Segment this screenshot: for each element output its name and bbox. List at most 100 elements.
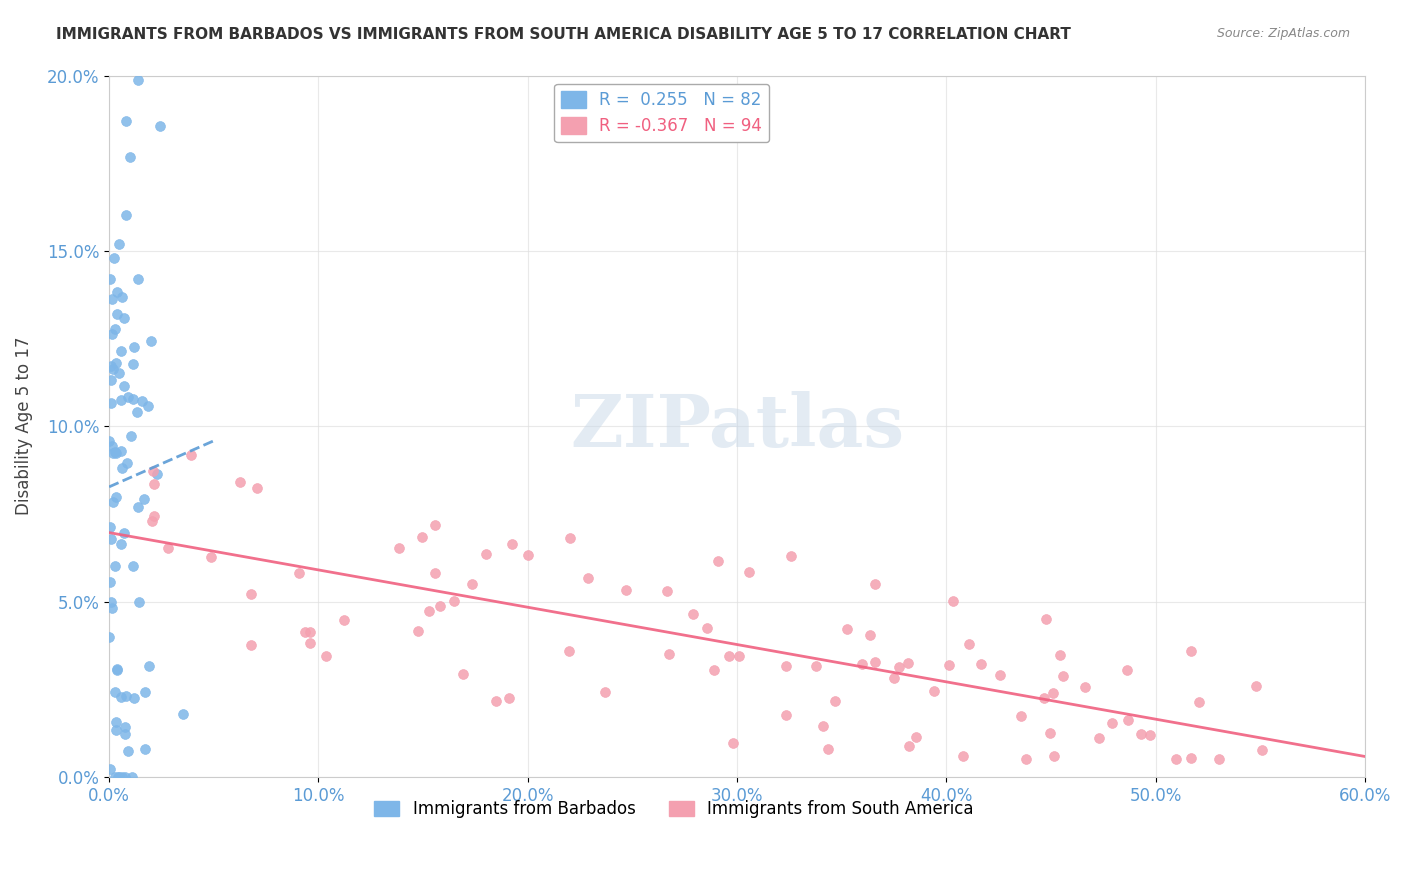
Point — [516, 549, 538, 563]
Point — [1139, 728, 1161, 742]
Point — [98, 575, 121, 590]
Point — [970, 657, 993, 671]
Point — [111, 291, 134, 305]
Point — [1116, 714, 1139, 728]
Point — [1052, 669, 1074, 683]
Point — [904, 730, 927, 744]
Legend: Immigrants from Barbados, Immigrants from South America: Immigrants from Barbados, Immigrants fro… — [368, 793, 980, 824]
Point — [136, 400, 159, 414]
Point — [1116, 663, 1139, 677]
Point — [105, 356, 128, 370]
Point — [461, 577, 484, 591]
Point — [110, 690, 132, 705]
Point — [117, 744, 139, 758]
Point — [1244, 680, 1267, 694]
Point — [922, 684, 945, 698]
Point — [1049, 648, 1071, 662]
Point — [104, 684, 127, 698]
Point — [883, 671, 905, 685]
Point — [721, 736, 744, 750]
Point — [105, 662, 128, 676]
Point — [682, 607, 704, 622]
Point — [288, 566, 311, 580]
Point — [180, 449, 202, 463]
Point — [100, 396, 122, 410]
Point — [418, 604, 440, 618]
Point — [100, 595, 122, 609]
Point — [429, 599, 451, 614]
Point — [727, 649, 749, 664]
Point — [865, 655, 887, 669]
Point — [107, 236, 129, 251]
Point — [229, 475, 252, 489]
Point — [146, 467, 169, 482]
Point — [558, 644, 581, 658]
Point — [114, 720, 136, 734]
Point — [143, 477, 166, 491]
Point — [100, 601, 122, 615]
Point — [423, 518, 446, 533]
Point — [655, 584, 678, 599]
Point — [114, 770, 136, 784]
Point — [453, 666, 475, 681]
Point — [142, 508, 165, 523]
Point — [702, 663, 724, 677]
Point — [859, 628, 882, 642]
Point — [114, 208, 136, 222]
Point — [315, 649, 337, 664]
Point — [717, 649, 740, 664]
Point — [104, 322, 127, 336]
Point — [101, 439, 124, 453]
Point — [475, 547, 498, 561]
Point — [127, 39, 149, 54]
Point — [104, 559, 127, 574]
Point — [139, 334, 162, 348]
Point — [425, 566, 447, 580]
Point — [1164, 752, 1187, 766]
Point — [593, 684, 616, 698]
Point — [408, 624, 430, 638]
Point — [658, 648, 681, 662]
Point — [127, 500, 149, 515]
Point — [811, 719, 834, 733]
Point — [108, 21, 131, 35]
Point — [443, 593, 465, 607]
Point — [1180, 750, 1202, 764]
Point — [128, 595, 150, 609]
Point — [117, 390, 139, 404]
Point — [107, 664, 129, 678]
Point — [142, 464, 165, 478]
Point — [1088, 731, 1111, 745]
Point — [105, 285, 128, 299]
Point — [121, 558, 143, 573]
Point — [333, 614, 356, 628]
Point — [485, 694, 508, 708]
Point — [1039, 726, 1062, 740]
Point — [98, 272, 121, 286]
Point — [501, 537, 523, 551]
Point — [122, 690, 145, 705]
Point — [1033, 691, 1056, 706]
Point — [105, 715, 128, 730]
Point — [952, 748, 974, 763]
Point — [775, 659, 797, 673]
Point — [835, 623, 858, 637]
Point — [1043, 749, 1066, 764]
Point — [576, 571, 599, 585]
Point — [134, 685, 156, 699]
Point — [990, 668, 1012, 682]
Point — [865, 577, 887, 591]
Point — [240, 638, 263, 652]
Point — [134, 491, 156, 506]
Point — [110, 393, 132, 408]
Point — [824, 693, 846, 707]
Point — [804, 659, 827, 673]
Point — [120, 429, 142, 443]
Point — [100, 533, 122, 547]
Point — [98, 630, 121, 644]
Point — [817, 742, 839, 756]
Point — [1180, 644, 1202, 658]
Point — [122, 340, 145, 354]
Point — [111, 770, 134, 784]
Point — [887, 659, 910, 673]
